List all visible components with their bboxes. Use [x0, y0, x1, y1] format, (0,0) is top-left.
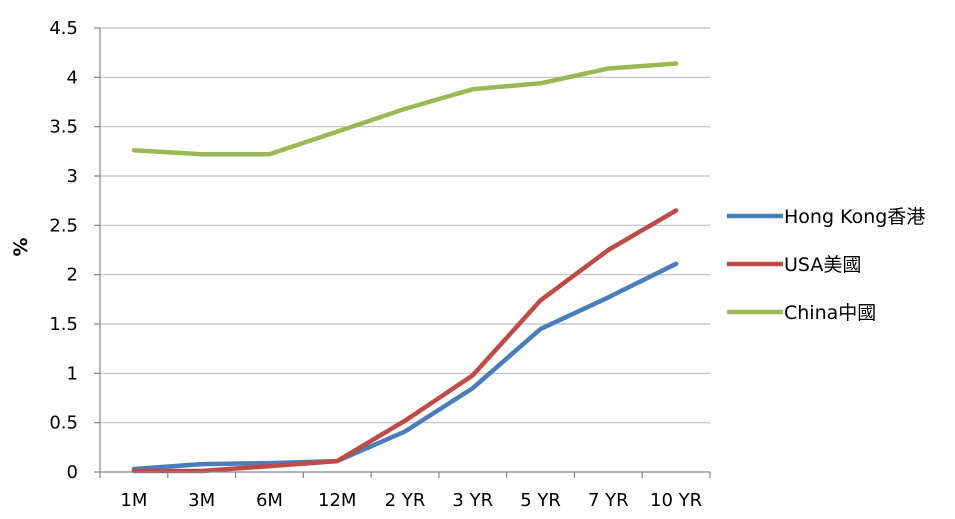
x-tick-label: 3M — [188, 490, 215, 511]
x-tick-label: 6M — [256, 490, 283, 511]
x-tick-label: 1M — [120, 490, 147, 511]
series-line-1 — [131, 208, 679, 474]
y-tick-label: 2.5 — [49, 215, 78, 236]
y-tick-label: 2 — [67, 265, 78, 286]
series-line-2 — [131, 61, 679, 157]
axes: % 0 0.5 1 1.5 2 2.5 3 3.5 4 4.5 1M 3M 6M 12M 2 YR 3 YR 5… — [10, 18, 711, 511]
legend-label: USA美國 — [784, 254, 861, 276]
legend-label: China中國 — [784, 302, 876, 324]
y-tick-label: 4 — [67, 67, 78, 88]
legend-label: Hong Kong香港 — [784, 206, 925, 228]
series-line-0 — [131, 261, 679, 472]
y-tick-label: 3 — [67, 166, 78, 187]
legend: Hong Kong香港 USA美國 China中國 — [727, 206, 925, 324]
x-tick-label: 3 YR — [452, 490, 493, 511]
y-tick-label: 0 — [67, 462, 78, 483]
y-tick-label: 1 — [67, 363, 78, 384]
y-tick-label: 4.5 — [49, 18, 78, 39]
y-tick-label: 3.5 — [49, 117, 78, 138]
y-tick-label: 0.5 — [49, 413, 78, 434]
x-tick-label: 7 YR — [588, 490, 629, 511]
x-tick-label: 12M — [318, 490, 356, 511]
gridlines — [100, 27, 710, 424]
series-lines — [131, 61, 679, 474]
x-tick-label: 5 YR — [520, 490, 561, 511]
y-tick-label: 1.5 — [49, 314, 78, 335]
y-axis-title: % — [10, 237, 32, 256]
x-tick-label: 10 YR — [650, 490, 702, 511]
x-tick-label: 2 YR — [385, 490, 426, 511]
